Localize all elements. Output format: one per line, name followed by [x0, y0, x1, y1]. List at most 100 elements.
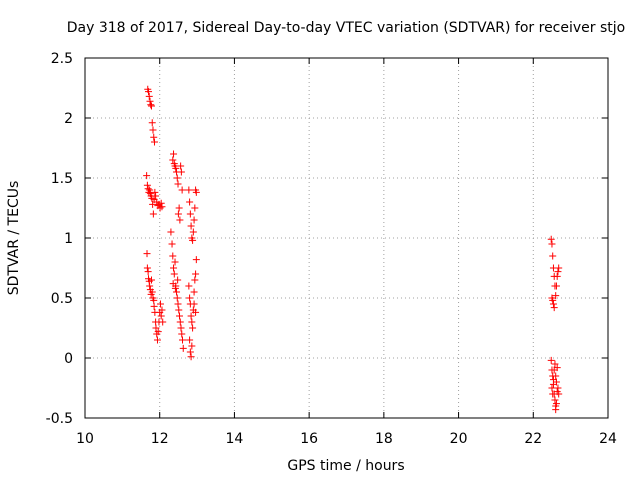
data-point — [152, 192, 160, 200]
data-point — [172, 164, 180, 172]
data-point — [549, 296, 557, 304]
data-point — [177, 168, 185, 176]
data-point — [550, 304, 558, 312]
data-point — [170, 264, 178, 272]
data-point — [192, 270, 200, 278]
data-point — [174, 276, 182, 284]
y-tick-label: 0 — [64, 351, 73, 367]
x-tick-label: 14 — [226, 431, 244, 447]
x-tick-label: 20 — [450, 431, 468, 447]
data-point — [190, 288, 198, 296]
data-point — [549, 252, 557, 260]
data-point — [177, 324, 185, 332]
data-point — [151, 188, 159, 196]
x-tick-label: 22 — [524, 431, 542, 447]
data-point — [157, 312, 165, 320]
data-point — [554, 268, 562, 276]
data-point — [174, 180, 182, 188]
data-point — [186, 348, 194, 356]
data-point — [551, 360, 559, 368]
x-tick-label: 18 — [375, 431, 393, 447]
data-point — [186, 198, 194, 206]
x-tick-label: 12 — [151, 431, 169, 447]
data-point — [150, 138, 158, 146]
data-point — [149, 210, 157, 218]
data-point — [185, 282, 193, 290]
data-point — [549, 300, 557, 308]
y-tick-labels: -0.5 0 0.5 1 1.5 2 2.5 — [46, 51, 73, 427]
y-tick-label: 0.5 — [51, 291, 73, 307]
data-point — [176, 312, 184, 320]
y-tick-label: 1 — [64, 231, 73, 247]
data-point — [179, 336, 187, 344]
data-point — [146, 282, 154, 290]
data-point — [191, 204, 199, 212]
data-point — [189, 228, 197, 236]
data-point — [153, 336, 161, 344]
data-point — [169, 280, 177, 288]
data-point — [552, 282, 560, 290]
data-point — [552, 378, 560, 386]
data-point — [555, 390, 563, 398]
data-point — [167, 228, 175, 236]
data-points — [143, 85, 563, 414]
y-axis-label: SDTVAR / TECUs — [6, 181, 22, 296]
data-point — [149, 200, 157, 208]
data-point — [144, 268, 152, 276]
data-point — [185, 186, 193, 194]
data-point — [159, 318, 167, 326]
data-point — [150, 133, 158, 141]
data-point — [169, 156, 177, 164]
data-point — [147, 101, 155, 109]
data-point — [547, 356, 555, 364]
data-point — [148, 119, 156, 127]
data-point — [548, 240, 556, 248]
data-point — [189, 236, 197, 244]
data-point — [146, 186, 154, 194]
data-point — [156, 300, 164, 308]
data-point — [158, 306, 166, 314]
data-point — [147, 102, 155, 110]
data-point — [192, 256, 200, 264]
data-point — [178, 330, 186, 338]
x-axis-label: GPS time / hours — [287, 458, 404, 474]
data-point — [189, 324, 197, 332]
data-point — [175, 306, 183, 314]
data-point — [554, 384, 562, 392]
data-point — [551, 396, 559, 404]
data-point — [192, 188, 200, 196]
data-point — [547, 235, 555, 243]
data-point — [144, 185, 152, 193]
data-point — [143, 172, 151, 180]
data-point — [146, 97, 154, 105]
data-point — [174, 210, 182, 218]
data-point — [157, 199, 165, 207]
data-point — [188, 318, 196, 326]
data-point — [143, 264, 151, 272]
data-point — [187, 312, 195, 320]
data-point — [158, 203, 166, 211]
y-tick-label: 1.5 — [51, 171, 73, 187]
axis-ticks — [84, 57, 609, 419]
data-point — [552, 400, 560, 408]
data-point — [191, 276, 199, 284]
data-point — [150, 302, 158, 310]
data-point — [147, 276, 155, 284]
data-point — [171, 284, 179, 292]
data-point — [154, 328, 162, 336]
data-point — [552, 292, 560, 300]
data-point — [187, 222, 195, 230]
data-point — [186, 336, 194, 344]
data-point — [548, 384, 556, 392]
data-point — [187, 353, 195, 361]
data-point — [171, 258, 179, 266]
data-point — [152, 324, 160, 332]
y-tick-label: -0.5 — [46, 411, 73, 427]
data-point — [150, 296, 158, 304]
data-point — [190, 216, 198, 224]
data-point — [149, 126, 157, 134]
grid-lines — [85, 58, 608, 418]
data-point — [549, 390, 557, 398]
y-tick-label: 2.5 — [51, 51, 73, 67]
